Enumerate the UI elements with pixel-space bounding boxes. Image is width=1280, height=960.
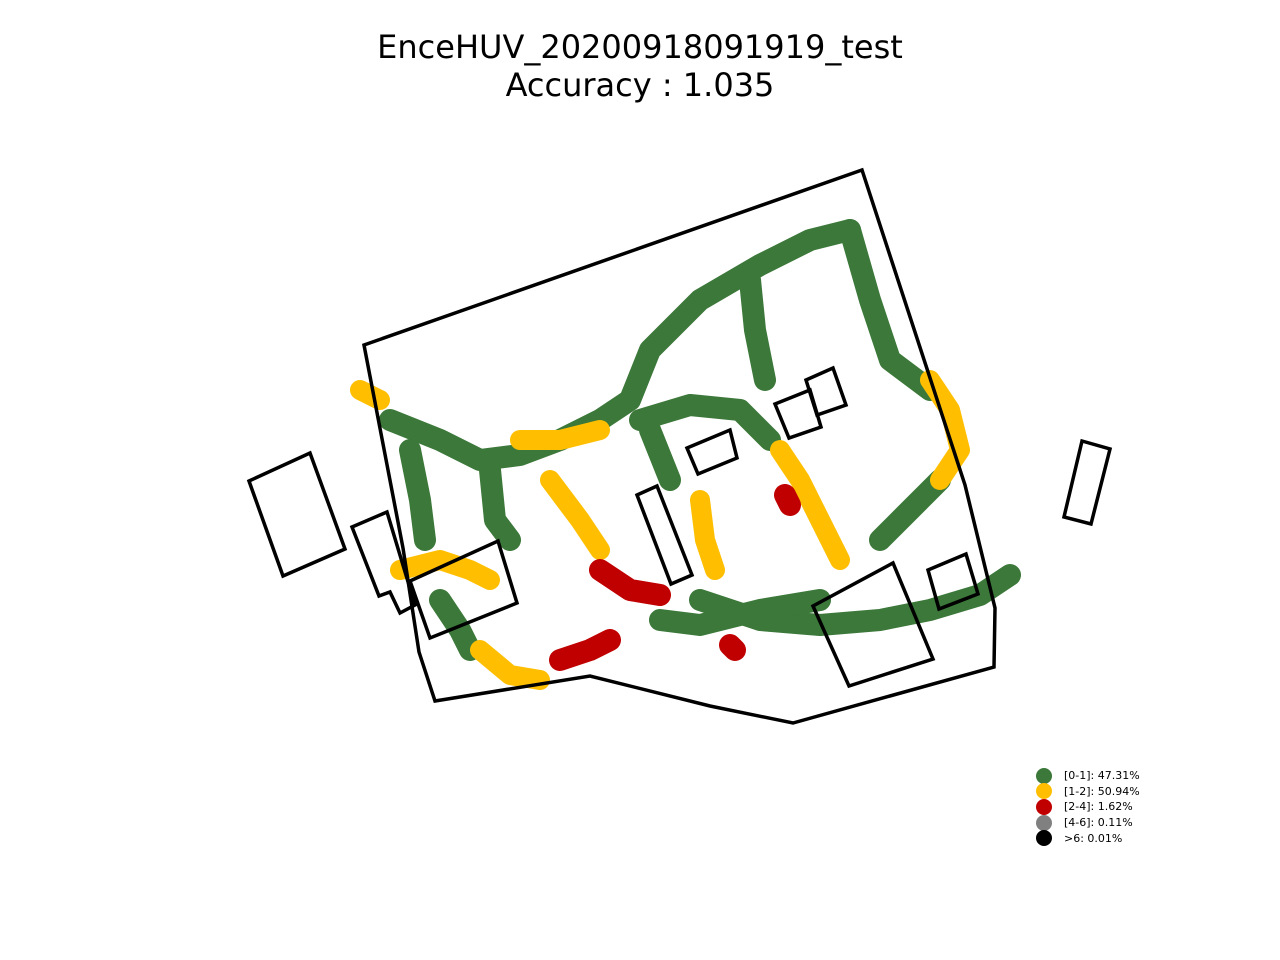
track-band-red — [549, 629, 621, 671]
track-band-red — [589, 559, 671, 606]
legend-label: [4-6]: 0.11% — [1064, 816, 1133, 830]
chart-title: EnceHUV_20200918091919_test Accuracy : 1… — [0, 28, 1280, 104]
legend-marker — [1036, 798, 1052, 815]
track-band-green — [629, 394, 781, 451]
legend-label: [0-1]: 47.31% — [1064, 769, 1140, 783]
track-band-green — [869, 469, 951, 551]
track-band-yellow — [390, 550, 500, 590]
chart-title-line2: Accuracy : 1.035 — [505, 66, 775, 104]
map-outlines — [246, 167, 1113, 725]
track-band-green — [639, 419, 681, 491]
site-boundary — [361, 167, 997, 725]
track-band-green — [479, 459, 521, 551]
legend-marker — [1036, 814, 1052, 831]
track-band-green — [839, 219, 941, 401]
track-band-yellow — [770, 440, 850, 570]
track-band-green — [399, 439, 436, 551]
building-outline — [349, 509, 418, 616]
track-band-green — [379, 219, 861, 471]
track-band-red — [774, 484, 801, 516]
track-band-yellow — [920, 370, 970, 490]
legend-item: [2-4]: 1.62% — [1036, 798, 1140, 815]
track-band-green — [739, 269, 776, 391]
legend-label: >6: 0.01% — [1064, 831, 1123, 845]
legend-marker — [1036, 767, 1052, 784]
building-outline — [925, 551, 981, 612]
legend-marker — [1036, 783, 1052, 800]
legend-marker — [1036, 830, 1052, 847]
legend-item: >6: 0.01% — [1036, 830, 1140, 847]
legend-item: [4-6]: 0.11% — [1036, 814, 1140, 831]
track-band-red — [719, 634, 746, 661]
track-band-yellow — [540, 470, 610, 560]
legend-label: [2-4]: 1.62% — [1064, 800, 1133, 814]
track-band-yellow — [690, 490, 725, 580]
track-band-yellow — [350, 380, 390, 410]
building-outline — [1061, 438, 1113, 527]
legend: [0-1]: 47.31% [1-2]: 50.94% [2-4]: 1.62% [4… — [1036, 767, 1140, 847]
building-outline — [684, 427, 740, 477]
building-outline — [634, 483, 695, 587]
legend-label: [1-2]: 50.94% — [1064, 784, 1140, 798]
legend-item: [1-2]: 50.94% — [1036, 783, 1140, 800]
building-outline — [772, 387, 824, 441]
track-band-green — [649, 589, 831, 636]
track-band-yellow — [470, 640, 550, 690]
building-outline — [407, 538, 520, 641]
track-band-yellow — [510, 420, 610, 450]
chart-title-line1: EnceHUV_20200918091919_test — [377, 28, 903, 66]
building-outline — [810, 560, 936, 689]
building-outline — [246, 450, 348, 579]
legend-item: [0-1]: 47.31% — [1036, 767, 1140, 784]
building-outline — [803, 365, 849, 418]
track-band-green — [429, 589, 481, 661]
